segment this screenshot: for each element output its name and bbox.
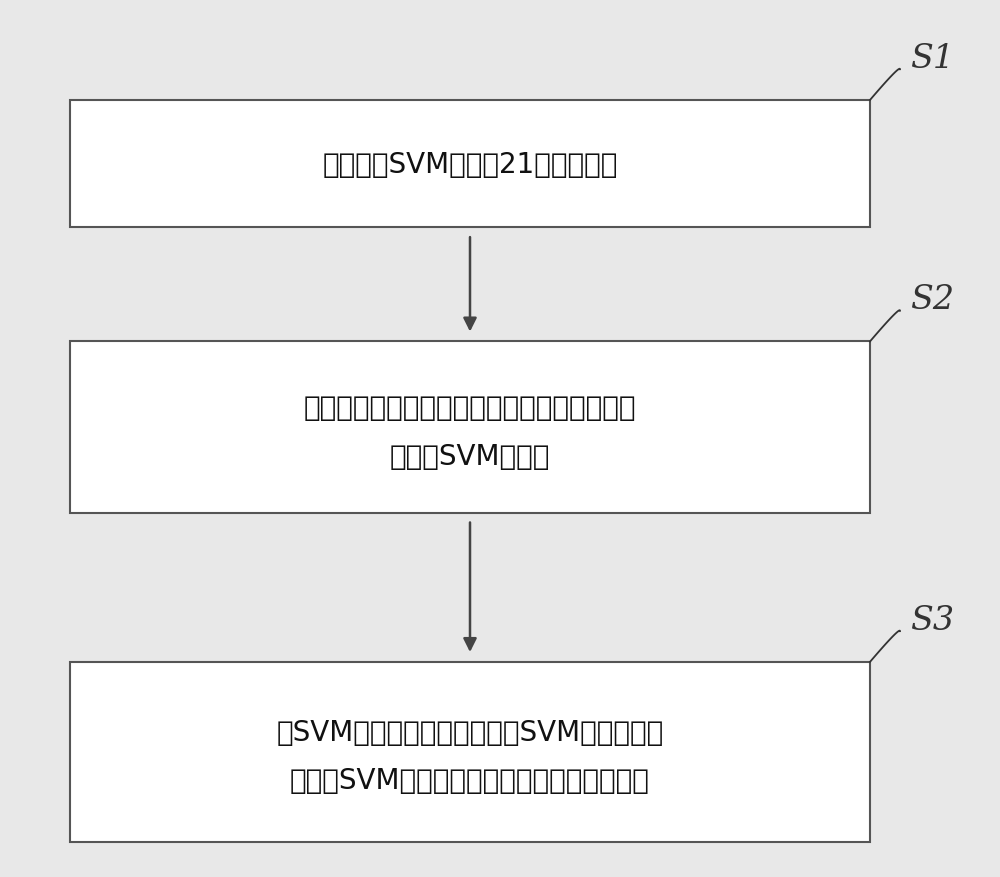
Text: S2: S2 [910,284,954,316]
Text: 以SVM特征值为基础数据构建SVM模型，并通: 以SVM特征值为基础数据构建SVM模型，并通 [276,718,664,746]
Bar [70,101,870,228]
Text: 采集建立SVM模型的21项原始参数: 采集建立SVM模型的21项原始参数 [322,151,618,178]
Text: 对所述原始参数做离散化处理以获得原始参数: 对所述原始参数做离散化处理以获得原始参数 [304,394,636,422]
Text: S1: S1 [910,43,954,75]
Text: 过所述SVM模型预测川崎病的冠脉损伤并发症: 过所述SVM模型预测川崎病的冠脉损伤并发症 [290,766,650,795]
Text: 对应的SVM特征值: 对应的SVM特征值 [390,442,550,470]
Text: S3: S3 [910,604,954,636]
Bar [70,662,870,842]
Bar [70,342,870,513]
